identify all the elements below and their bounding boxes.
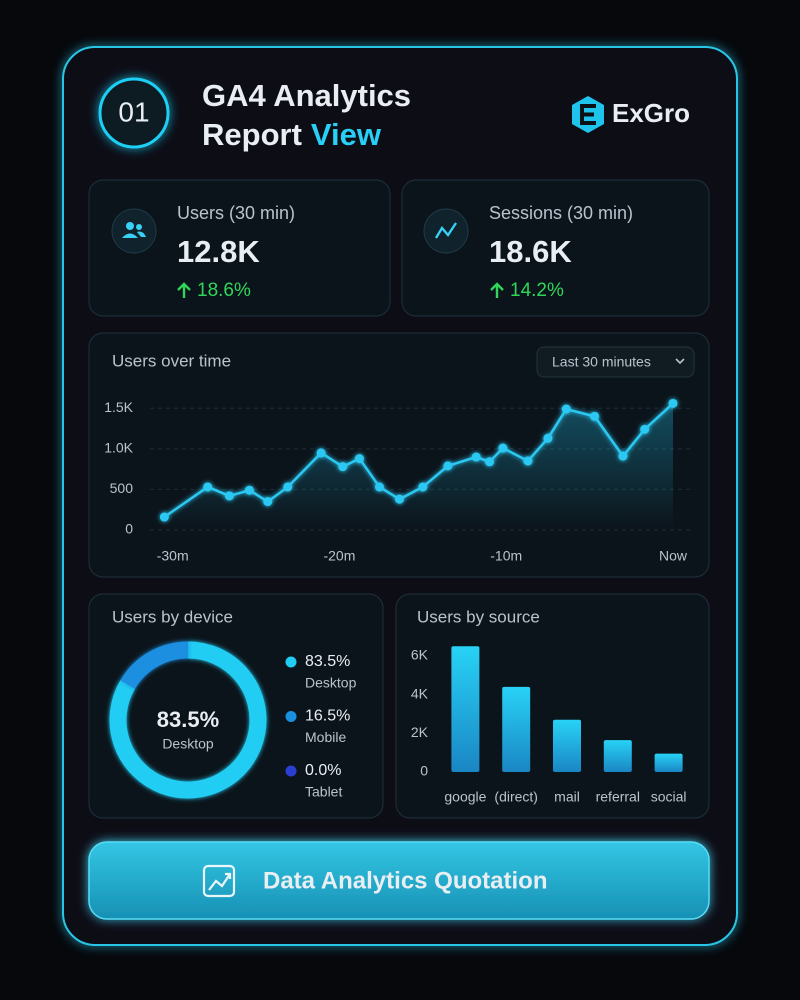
chart-title: Users over time <box>112 351 231 370</box>
point <box>498 443 508 453</box>
point <box>561 404 571 414</box>
button-icon-line <box>208 872 232 891</box>
point <box>316 448 326 458</box>
point <box>618 451 628 461</box>
area <box>164 403 673 530</box>
x-tick-label: google <box>444 789 486 805</box>
point <box>338 462 348 472</box>
title-word: Report <box>202 117 302 152</box>
point <box>471 452 481 462</box>
stat-change: 18.6% <box>197 280 251 301</box>
y-tick-label: 1.0K <box>104 440 133 456</box>
point <box>203 482 213 492</box>
y-tick-label: 2K <box>411 724 429 740</box>
stat-change: 14.2% <box>510 280 564 301</box>
x-tick-label: -10m <box>490 548 522 564</box>
point <box>485 457 495 467</box>
y-tick-label: 500 <box>110 480 134 496</box>
donut-center-value: 83.5% <box>157 707 219 732</box>
sessions-icon <box>434 222 457 239</box>
point <box>523 456 533 466</box>
title-line-1: GA4 Analytics <box>202 78 411 113</box>
y-tick-label: 6K <box>411 647 429 663</box>
stat-card <box>88 179 391 317</box>
x-tick-label: Now <box>659 548 688 564</box>
chart-title: Users by device <box>112 607 233 626</box>
point <box>543 433 553 443</box>
source-card <box>395 593 710 819</box>
badge-text: 01 <box>118 96 149 127</box>
title-highlight: View <box>311 117 382 152</box>
logo-mark <box>580 104 596 125</box>
title-line-2: Report View <box>202 117 382 152</box>
bar <box>603 740 632 772</box>
bar <box>451 646 480 772</box>
legend-value: 83.5% <box>305 653 350 670</box>
point <box>283 482 293 492</box>
y-tick-label: 1.5K <box>104 399 133 415</box>
x-tick-label: referral <box>596 789 640 805</box>
chart-title: Users by source <box>417 607 540 626</box>
bar <box>553 719 581 772</box>
up-arrow <box>490 282 504 298</box>
donut-center-label: Desktop <box>162 736 214 752</box>
y-tick-label: 0 <box>125 521 133 537</box>
point <box>668 398 678 408</box>
range-text[interactable]: Last 30 minutes <box>552 354 651 370</box>
y-tick-label: 0 <box>420 763 428 779</box>
point <box>354 454 364 464</box>
legend-name: Desktop <box>305 675 357 691</box>
legend-dot <box>285 656 297 668</box>
stat-value: 18.6K <box>489 234 572 269</box>
x-tick-label: -30m <box>157 548 189 564</box>
point <box>224 491 234 501</box>
legend-name: Tablet <box>305 784 342 800</box>
logo-text: ExGro <box>612 98 690 128</box>
quotation-button[interactable] <box>88 841 710 920</box>
x-tick-label: social <box>651 789 687 805</box>
range-dropdown[interactable] <box>536 346 695 378</box>
bar <box>502 686 531 772</box>
badge <box>98 77 170 149</box>
point <box>590 411 600 421</box>
up-arrow <box>177 282 191 298</box>
legend-value: 0.0% <box>305 762 341 779</box>
bar <box>654 753 683 772</box>
point <box>418 482 428 492</box>
users-icon <box>122 222 146 238</box>
x-tick-label: -20m <box>323 548 355 564</box>
point <box>263 497 273 507</box>
legend-value: 16.5% <box>305 708 350 725</box>
x-tick-label: (direct) <box>494 789 538 805</box>
legend-dot <box>285 711 297 722</box>
donut-segment <box>120 641 189 689</box>
stat-value: 12.8K <box>177 234 260 269</box>
legend-dot <box>285 765 297 777</box>
point <box>244 485 254 495</box>
point <box>640 424 650 434</box>
button-text[interactable]: Data Analytics Quotation <box>263 867 547 894</box>
donut-segment <box>109 641 267 799</box>
stat-icon-bg <box>111 208 157 254</box>
legend-name: Mobile <box>305 729 346 745</box>
stat-label: Users (30 min) <box>177 203 295 223</box>
point <box>443 461 453 471</box>
button-icon <box>202 864 236 898</box>
point <box>159 512 169 522</box>
stat-label: Sessions (30 min) <box>489 203 633 223</box>
point <box>394 494 404 504</box>
x-tick-label: mail <box>554 789 580 805</box>
chevron <box>675 358 685 365</box>
y-tick-label: 4K <box>411 685 429 701</box>
stat-card <box>401 179 710 317</box>
point <box>374 482 384 492</box>
